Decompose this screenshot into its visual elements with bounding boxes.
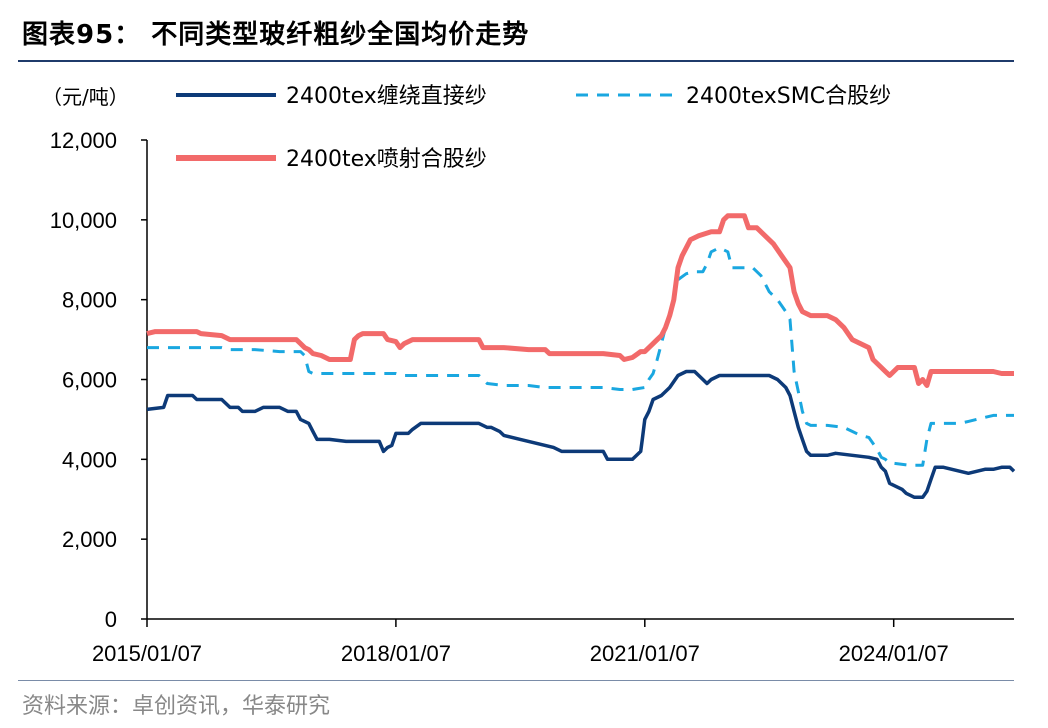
y-tick-label: 12,000	[50, 128, 117, 153]
chart-series-lines	[146, 213, 1016, 500]
footer-divider	[18, 680, 1014, 681]
y-tick-label: 6,000	[62, 368, 117, 393]
legend-label-3: 2400tex喷射合股纱	[286, 147, 487, 172]
x-tick-label: 2018/01/07	[341, 641, 451, 666]
series-line-1	[146, 369, 1016, 500]
x-tick-label: 2024/01/07	[839, 641, 949, 666]
x-tick-label: 2015/01/07	[92, 641, 202, 666]
y-axis-unit-label: （元/吨）	[42, 85, 129, 109]
source-note: 资料来源：卓创资讯，华泰研究	[22, 694, 331, 719]
x-tick-label: 2021/01/07	[590, 641, 700, 666]
legend-label-1: 2400tex缠绕直接纱	[286, 84, 487, 109]
legend-label-2: 2400texSMC合股纱	[686, 84, 891, 109]
y-tick-label: 10,000	[50, 208, 117, 233]
title-divider	[18, 60, 1014, 62]
y-tick-label: 4,000	[62, 447, 117, 472]
y-tick-label: 8,000	[62, 288, 117, 313]
series-line-3	[146, 213, 1014, 388]
chart-axes: 0 2,000 4,000 6,000 8,000 10,000 12,000 2015/01…	[50, 128, 1014, 666]
y-tick-label: 2,000	[62, 527, 117, 552]
series-line-2	[147, 246, 1014, 467]
y-tick-label: 0	[105, 607, 117, 632]
chart-legend: 2400tex缠绕直接纱 2400texSMC合股纱 2400tex喷射合股纱	[176, 84, 891, 172]
chart-title: 图表95： 不同类型玻纤粗纱全国均价走势	[22, 20, 530, 50]
